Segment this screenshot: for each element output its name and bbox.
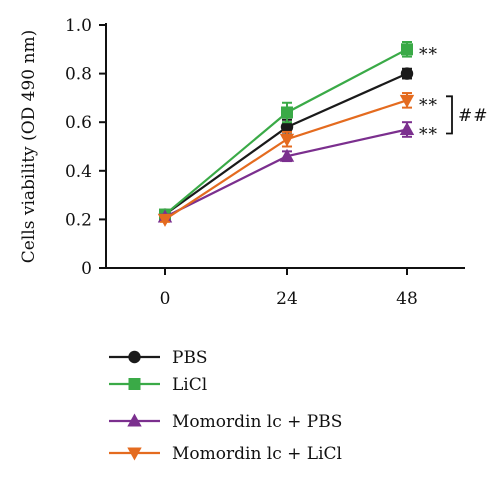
y-tick-label: 0.8 bbox=[65, 65, 92, 85]
data-point bbox=[400, 67, 414, 80]
legend-marker bbox=[128, 378, 141, 390]
legend-marker bbox=[128, 350, 141, 364]
legend-item: Momordin lc + LiCl bbox=[109, 444, 342, 464]
y-tick-label: 1.0 bbox=[65, 16, 92, 36]
legend: PBS LiCl Momordin lc + PBS Momordin lc + Li… bbox=[109, 348, 342, 464]
significance-label: ** bbox=[419, 95, 438, 115]
data-point bbox=[279, 148, 295, 162]
data-point bbox=[281, 106, 293, 119]
y-tick-label: 0.6 bbox=[65, 113, 92, 133]
data-point bbox=[399, 121, 415, 135]
y-tick-label: 0.2 bbox=[65, 210, 92, 230]
legend-item: LiCl bbox=[109, 375, 207, 395]
legend-marker bbox=[127, 447, 142, 461]
significance-bracket bbox=[446, 95, 453, 135]
y-axis-title: Cells viability (OD 490 nm) bbox=[19, 30, 39, 263]
annotations: ** ** ** ## bbox=[419, 44, 489, 144]
data-point bbox=[399, 94, 415, 108]
legend-item: PBS bbox=[109, 348, 208, 368]
data-point bbox=[280, 120, 294, 134]
legend-label: Momordin lc + PBS bbox=[172, 412, 342, 432]
legend-label: PBS bbox=[172, 348, 208, 368]
legend-label: Momordin lc + LiCl bbox=[172, 444, 342, 464]
series-layer bbox=[157, 41, 415, 227]
legend-label: LiCl bbox=[172, 375, 207, 395]
data-point bbox=[157, 213, 173, 227]
x-tick-label: 48 bbox=[396, 289, 418, 309]
x-tick-label: 0 bbox=[160, 289, 171, 309]
data-point bbox=[401, 43, 413, 56]
bracket-significance-label: ## bbox=[458, 106, 489, 126]
legend-item: Momordin lc + PBS bbox=[109, 412, 342, 432]
legend-marker bbox=[127, 413, 142, 427]
y-tick-label: 0.4 bbox=[65, 162, 92, 182]
significance-label: ** bbox=[419, 124, 438, 144]
data-point bbox=[279, 133, 295, 147]
x-tick-label: 24 bbox=[276, 289, 298, 309]
series-momordin-lc-licl bbox=[157, 92, 415, 227]
y-tick-label: 0 bbox=[81, 259, 92, 279]
axes: 0 0.2 0.4 0.6 0.8 1.0 0 24 48 Cells viability (OD… bbox=[19, 16, 465, 309]
significance-label: ** bbox=[419, 44, 438, 64]
